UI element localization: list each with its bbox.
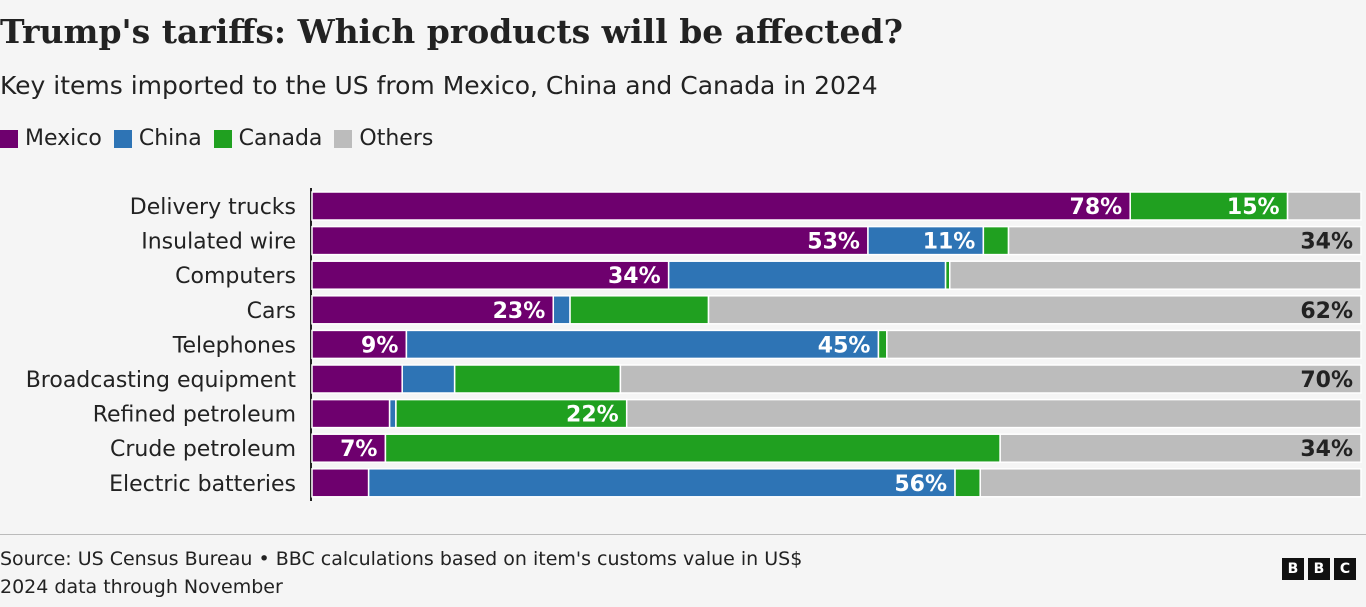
bar-delivery-trucks-mexico: [311, 191, 1131, 221]
data-label-crude-petroleum-others: 34%: [1300, 437, 1353, 462]
legend: Mexico China Canada Others: [0, 126, 445, 151]
bar-broadcasting-equipment-china: [401, 364, 456, 394]
bbc-logo-letter: B: [1308, 558, 1330, 580]
data-label-broadcasting-equipment-others: 70%: [1300, 368, 1353, 393]
category-label-insulated-wire: Insulated wire: [141, 230, 296, 255]
legend-item-mexico: Mexico: [0, 126, 102, 151]
bar-delivery-trucks-others: [1286, 191, 1362, 221]
bar-telephones-mexico: [311, 329, 408, 360]
legend-label-china: China: [138, 126, 202, 151]
legend-item-china: China: [113, 126, 202, 151]
data-label-computers-mexico: 34%: [608, 264, 661, 289]
source-line-2: 2024 data through November: [0, 576, 283, 598]
bar-broadcasting-equipment-mexico: [311, 364, 403, 394]
data-label-insulated-wire-china: 11%: [923, 230, 976, 255]
bar-electric-batteries-mexico: [311, 468, 370, 498]
bar-insulated-wire-mexico: [311, 225, 869, 256]
category-label-telephones: Telephones: [172, 333, 296, 358]
data-label-telephones-mexico: 9%: [361, 333, 398, 358]
stacked-bar-chart: Delivery trucks 78% 15% Insulated wire 53% 11…: [26, 188, 1362, 501]
legend-label-others: Others: [359, 126, 434, 151]
bbc-logo: B B C: [1282, 558, 1356, 580]
category-label-computers: Computers: [175, 264, 296, 289]
source-line-1: Source: US Census Bureau • BBC calculati…: [0, 548, 803, 570]
data-label-delivery-trucks-canada: 15%: [1227, 195, 1280, 220]
legend-item-others: Others: [334, 126, 433, 151]
category-label-delivery-trucks: Delivery trucks: [130, 195, 296, 220]
data-label-cars-others: 62%: [1300, 299, 1353, 324]
footer-divider: [0, 534, 1366, 535]
bar-broadcasting-equipment-others: [619, 364, 1362, 394]
legend-label-mexico: Mexico: [25, 126, 102, 151]
source-note: Source: US Census Bureau • BBC calculati…: [0, 545, 802, 601]
chart-title: Trump's tariffs: Which products will be …: [0, 12, 903, 51]
bar-refined-petroleum-mexico: [311, 398, 391, 429]
legend-swatch-china: [113, 129, 132, 148]
bar-computers-others: [949, 260, 1362, 290]
data-label-refined-petroleum-canada: 22%: [566, 403, 619, 428]
category-label-broadcasting-equipment: Broadcasting equipment: [26, 368, 297, 393]
bbc-logo-letter: C: [1334, 558, 1356, 580]
data-label-insulated-wire-mexico: 53%: [807, 230, 860, 255]
data-label-crude-petroleum-mexico: 7%: [340, 437, 377, 462]
bar-electric-batteries-others: [979, 468, 1362, 498]
bar-computers-china: [667, 260, 947, 290]
category-label-electric-batteries: Electric batteries: [109, 472, 296, 497]
legend-swatch-mexico: [0, 129, 18, 148]
legend-item-canada: Canada: [213, 126, 323, 151]
bar-insulated-wire-canada: [982, 225, 1010, 256]
bar-cars-china: [552, 295, 571, 325]
data-label-electric-batteries-china: 56%: [894, 472, 947, 497]
bar-cars-canada: [569, 295, 710, 325]
data-label-cars-mexico: 23%: [493, 299, 546, 324]
data-label-telephones-china: 45%: [818, 333, 871, 358]
bar-cars-mexico: [311, 295, 555, 325]
data-label-insulated-wire-others: 34%: [1300, 230, 1353, 255]
bar-cars-others: [707, 295, 1362, 325]
legend-label-canada: Canada: [238, 126, 323, 151]
chart-subtitle: Key items imported to the US from Mexico…: [0, 71, 878, 100]
bar-insulated-wire-others: [1007, 225, 1362, 256]
category-label-cars: Cars: [247, 299, 296, 324]
bar-refined-petroleum-china: [388, 398, 397, 429]
bbc-logo-letter: B: [1282, 558, 1304, 580]
bar-crude-petroleum-canada: [384, 433, 1001, 463]
bar-electric-batteries-canada: [954, 468, 981, 498]
legend-swatch-canada: [213, 129, 232, 148]
bar-broadcasting-equipment-canada: [453, 364, 622, 394]
bar-electric-batteries-china: [367, 468, 956, 498]
data-label-delivery-trucks-mexico: 78%: [1070, 195, 1123, 220]
category-label-refined-petroleum: Refined petroleum: [93, 403, 296, 428]
bar-telephones-others: [886, 329, 1362, 360]
category-label-crude-petroleum: Crude petroleum: [110, 437, 296, 462]
bar-refined-petroleum-others: [625, 398, 1362, 429]
bar-delivery-trucks-canada: [1129, 191, 1289, 221]
bar-telephones-canada: [877, 329, 888, 360]
bar-refined-petroleum-canada: [395, 398, 628, 429]
legend-swatch-others: [334, 129, 353, 148]
bar-telephones-china: [405, 329, 880, 360]
bar-crude-petroleum-others: [999, 433, 1362, 463]
